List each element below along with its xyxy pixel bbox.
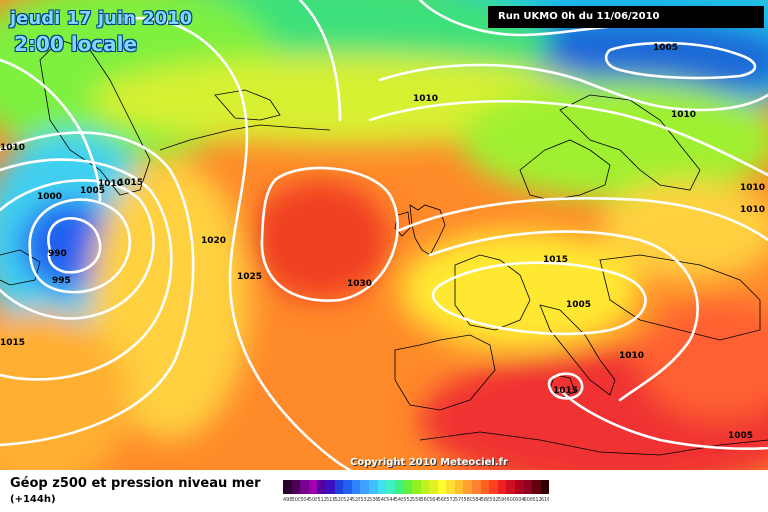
color-scale-labels: 496 500 504 508 512 516 520 524 528 532 536 540 544 5… xyxy=(283,497,549,507)
forecast-range: (+144h) xyxy=(10,494,56,505)
model-run-info: Run UKMO 0h du 11/06/2010 xyxy=(488,6,764,28)
scale-label: 528 xyxy=(351,497,361,503)
isobar-label: 1030 xyxy=(347,279,372,289)
isobar-labels: 1005 1010 1010 1015 1020 1025 1030 1015 … xyxy=(0,43,765,441)
scale-swatch xyxy=(480,480,490,494)
scale-swatch xyxy=(472,480,481,494)
isobar-label: 1010 xyxy=(619,351,644,361)
scale-label: 532 xyxy=(360,497,369,503)
scale-swatch xyxy=(489,480,498,494)
isobar-label: 1010 xyxy=(740,205,765,215)
scale-label: 552 xyxy=(403,497,412,503)
isobar-label: 1005 xyxy=(728,431,753,441)
geopotential-map: 1005 1010 1010 1015 1020 1025 1030 1015 … xyxy=(0,0,768,470)
scale-label: 500 xyxy=(291,497,301,503)
scale-label: 512 xyxy=(317,497,326,503)
scale-label: 556 xyxy=(411,497,421,503)
isobar-label: 1010 xyxy=(740,183,765,193)
scale-label: 536 xyxy=(368,497,378,503)
legend-bar: Géop z500 et pression niveau mer (+144h)… xyxy=(0,470,768,512)
scale-swatch xyxy=(360,480,369,494)
scale-swatch xyxy=(532,480,541,494)
scale-swatch xyxy=(368,480,378,494)
scale-swatch xyxy=(429,480,438,494)
scale-swatch xyxy=(325,480,335,494)
scale-label: 580 xyxy=(463,497,473,503)
scale-label: 496 xyxy=(283,497,292,503)
scale-label: 616 xyxy=(540,497,550,503)
scale-swatch xyxy=(343,480,352,494)
scale-swatch xyxy=(291,480,301,494)
scale-swatch xyxy=(540,480,550,494)
isobar-label: 995 xyxy=(52,276,71,286)
scale-swatch xyxy=(283,480,292,494)
scale-label: 612 xyxy=(532,497,541,503)
scale-label: 604 xyxy=(515,497,524,503)
forecast-time: 2:00 locale xyxy=(14,32,138,56)
isobar-label: 1015 xyxy=(543,255,568,265)
scale-label: 564 xyxy=(429,497,438,503)
isobar-label: 1010 xyxy=(98,179,123,189)
scale-swatch xyxy=(394,480,404,494)
scale-label: 540 xyxy=(377,497,387,503)
scale-label: 560 xyxy=(420,497,430,503)
scale-label: 544 xyxy=(386,497,395,503)
isobar-label: 1010 xyxy=(0,143,25,153)
isobar-label: 1010 xyxy=(671,110,696,120)
copyright-notice: Copyright 2010 Meteociel.fr xyxy=(350,457,508,468)
isobar-label: 1015 xyxy=(118,178,143,188)
scale-swatch xyxy=(377,480,387,494)
isobar-label: 1020 xyxy=(201,236,226,246)
isobar-label: 1005 xyxy=(80,186,105,196)
scale-swatch xyxy=(386,480,395,494)
isobar-label: 1005 xyxy=(566,300,591,310)
scale-label: 608 xyxy=(523,497,533,503)
scale-label: 592 xyxy=(489,497,498,503)
isobar-label: 1005 xyxy=(653,43,678,53)
isobar-label: 1000 xyxy=(37,192,62,202)
geopotential-shading xyxy=(0,0,768,470)
scale-swatch xyxy=(403,480,412,494)
scale-swatch xyxy=(446,480,455,494)
scale-swatch xyxy=(454,480,464,494)
legend-title: Géop z500 et pression niveau mer xyxy=(10,476,261,491)
scale-label: 524 xyxy=(343,497,352,503)
scale-label: 572 xyxy=(446,497,455,503)
scale-label: 520 xyxy=(334,497,344,503)
scale-label: 548 xyxy=(394,497,404,503)
scale-label: 596 xyxy=(497,497,507,503)
scale-swatch xyxy=(300,480,309,494)
scale-label: 568 xyxy=(437,497,447,503)
scale-label: 504 xyxy=(300,497,309,503)
scale-swatch xyxy=(334,480,344,494)
scale-swatch xyxy=(420,480,430,494)
scale-swatch xyxy=(317,480,326,494)
scale-swatch xyxy=(506,480,516,494)
color-scale xyxy=(283,480,550,494)
scale-swatch xyxy=(523,480,533,494)
scale-label: 588 xyxy=(480,497,490,503)
isobar-label: 1015 xyxy=(0,338,25,348)
scale-label: 508 xyxy=(308,497,318,503)
scale-swatch xyxy=(411,480,421,494)
forecast-date: jeudi 17 juin 2010 xyxy=(10,8,193,29)
scale-swatch xyxy=(351,480,361,494)
isobar-label: 1015 xyxy=(553,386,578,396)
scale-label: 576 xyxy=(454,497,464,503)
scale-label: 516 xyxy=(325,497,335,503)
isobar-label: 1010 xyxy=(413,94,438,104)
isobar-label: 990 xyxy=(48,249,67,259)
scale-swatch xyxy=(308,480,318,494)
isobar-lines xyxy=(0,0,768,470)
scale-label: 584 xyxy=(472,497,481,503)
scale-swatch xyxy=(497,480,507,494)
scale-swatch xyxy=(437,480,447,494)
coastlines xyxy=(0,39,768,456)
scale-label: 600 xyxy=(506,497,516,503)
scale-swatch xyxy=(463,480,473,494)
isobar-label: 1025 xyxy=(237,272,262,282)
scale-swatch xyxy=(515,480,524,494)
